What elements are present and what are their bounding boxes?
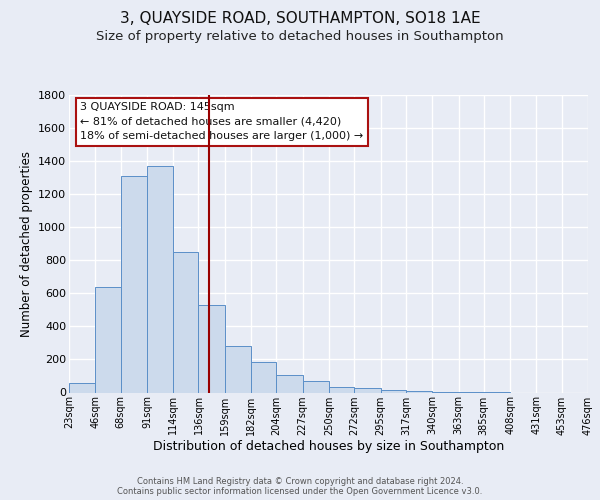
Bar bbox=[173, 252, 199, 392]
Text: 3 QUAYSIDE ROAD: 145sqm
← 81% of detached houses are smaller (4,420)
18% of semi: 3 QUAYSIDE ROAD: 145sqm ← 81% of detache… bbox=[80, 102, 364, 141]
Bar bbox=[199, 305, 225, 392]
Bar bbox=[69, 382, 95, 392]
Bar bbox=[95, 286, 121, 393]
Y-axis label: Number of detached properties: Number of detached properties bbox=[20, 151, 32, 337]
Bar bbox=[121, 176, 147, 392]
Bar bbox=[354, 388, 380, 392]
Bar bbox=[406, 391, 432, 392]
Text: Contains public sector information licensed under the Open Government Licence v3: Contains public sector information licen… bbox=[118, 487, 482, 496]
Text: Contains HM Land Registry data © Crown copyright and database right 2024.: Contains HM Land Registry data © Crown c… bbox=[137, 477, 463, 486]
Bar bbox=[380, 390, 406, 392]
Bar bbox=[329, 386, 354, 392]
Bar bbox=[303, 381, 329, 392]
Bar bbox=[147, 166, 173, 392]
Text: Size of property relative to detached houses in Southampton: Size of property relative to detached ho… bbox=[96, 30, 504, 43]
Text: 3, QUAYSIDE ROAD, SOUTHAMPTON, SO18 1AE: 3, QUAYSIDE ROAD, SOUTHAMPTON, SO18 1AE bbox=[119, 11, 481, 26]
Bar bbox=[251, 362, 277, 392]
X-axis label: Distribution of detached houses by size in Southampton: Distribution of detached houses by size … bbox=[153, 440, 504, 454]
Bar bbox=[277, 375, 303, 392]
Bar bbox=[225, 346, 251, 393]
